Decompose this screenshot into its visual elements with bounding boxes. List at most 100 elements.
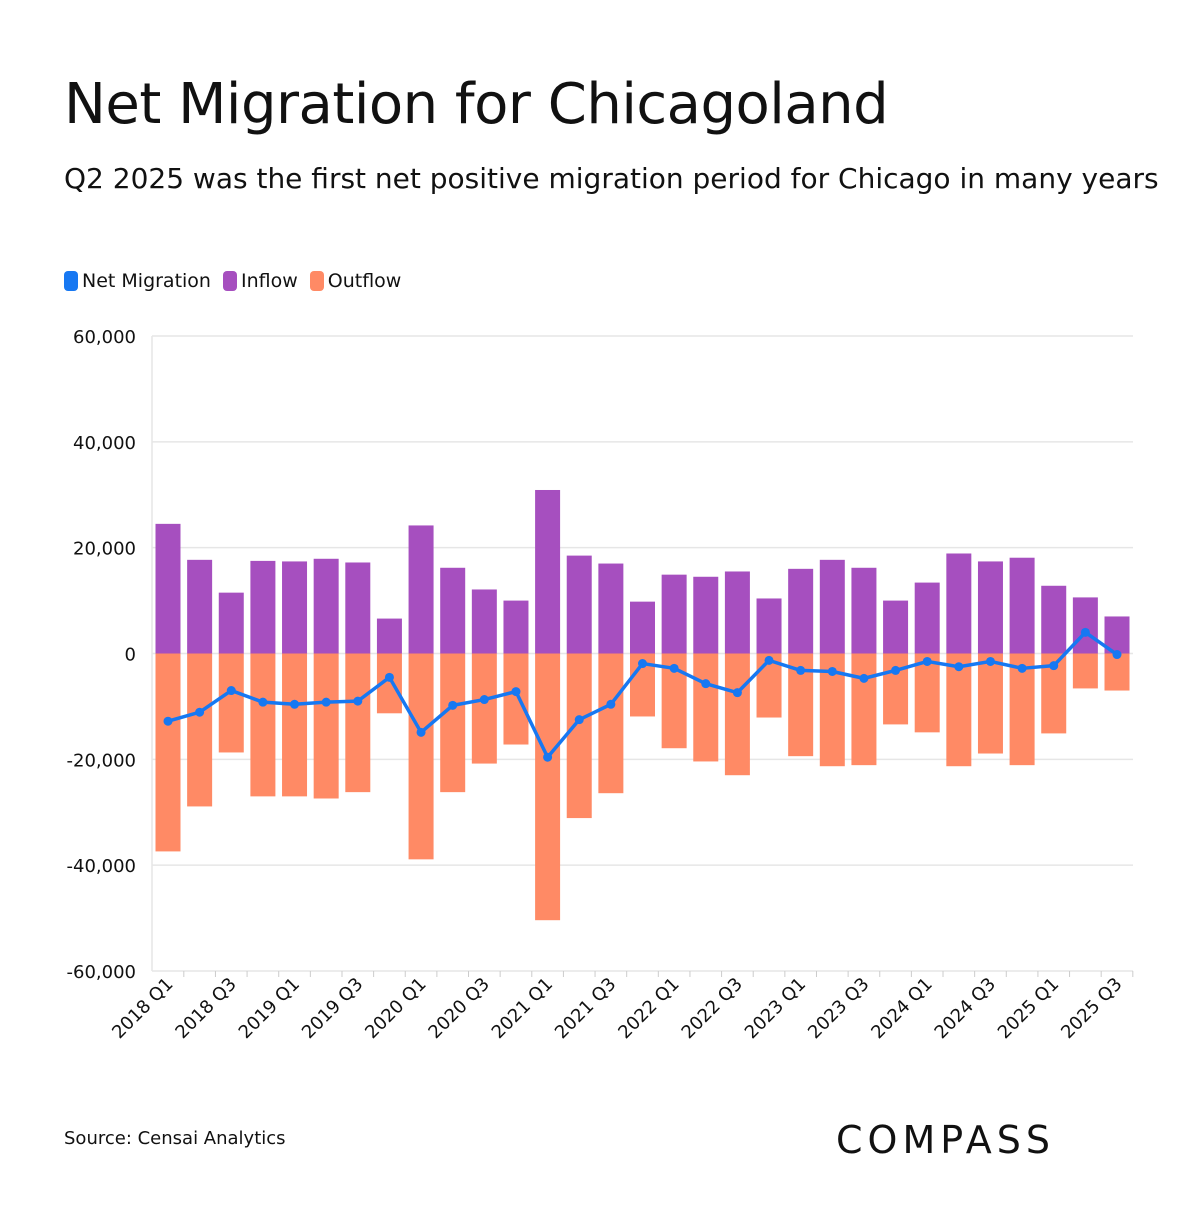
net-migration-point [321, 697, 331, 707]
inflow-bar [819, 559, 845, 654]
inflow-bar [598, 563, 624, 654]
inflow-bar [187, 559, 213, 654]
x-tick-label: 2025 Q3 [1057, 974, 1126, 1043]
y-tick-label: 20,000 [73, 539, 136, 560]
inflow-bar [1041, 585, 1067, 654]
legend-label-net: Net Migration [82, 270, 211, 292]
inflow-bar [977, 561, 1003, 654]
outflow-bar [566, 653, 592, 819]
outflow-bar [503, 653, 529, 745]
x-tick-label: 2020 Q1 [361, 974, 430, 1043]
outflow-bar [282, 653, 308, 797]
chart-title: Net Migration for Chicagoland [64, 72, 889, 137]
net-migration-point [384, 672, 394, 682]
net-migration-point [638, 659, 647, 669]
inflow-bar [1009, 557, 1035, 654]
net-migration-point [669, 663, 679, 673]
x-tick-label: 2024 Q3 [931, 974, 1000, 1043]
net-migration-point [290, 699, 300, 709]
inflow-bar [566, 555, 592, 654]
inflow-bar [535, 489, 561, 654]
inflow-bar [788, 568, 814, 654]
net-migration-point [511, 687, 521, 697]
x-tick-label: 2020 Q3 [424, 974, 493, 1043]
net-migration-point [163, 716, 173, 726]
net-migration-point [479, 695, 489, 705]
inflow-bar [693, 576, 719, 654]
inflow-bar [630, 601, 655, 654]
net-migration-point [954, 662, 964, 672]
x-tick-label: 2021 Q1 [488, 974, 557, 1043]
y-tick-label: -20,000 [67, 750, 136, 771]
inflow-bar [218, 592, 244, 654]
source-note: Source: Censai Analytics [64, 1128, 286, 1149]
chart-subtitle: Q2 2025 was the first net positive migra… [64, 162, 1159, 195]
net-migration-point [543, 752, 553, 762]
inflow-bar [503, 600, 529, 654]
x-tick-label: 2022 Q1 [614, 974, 683, 1043]
net-migration-point [732, 688, 742, 698]
net-migration-point [353, 696, 363, 706]
inflow-bar [250, 560, 276, 654]
outflow-bar [471, 653, 497, 764]
inflow-bar [155, 523, 181, 654]
legend-item-inflow[interactable]: Inflow [222, 270, 298, 292]
outflow-bar [946, 653, 972, 767]
outflow-bar [313, 653, 339, 799]
net-migration-point [985, 656, 995, 666]
outflow-bar [914, 653, 940, 733]
outflow-bar [155, 653, 181, 852]
x-tick-label: 2025 Q1 [994, 974, 1063, 1043]
x-tick-label: 2019 Q3 [298, 974, 367, 1043]
legend-swatch-net [64, 271, 78, 291]
net-migration-point [891, 665, 901, 675]
x-tick-label: 2018 Q1 [108, 974, 177, 1043]
net-migration-point [258, 697, 268, 707]
y-tick-label: -40,000 [67, 856, 136, 877]
x-tick-label: 2019 Q1 [235, 974, 304, 1043]
net-migration-point [416, 727, 426, 737]
outflow-bar [693, 653, 719, 762]
net-migration-point [448, 700, 458, 710]
net-migration-point [796, 665, 806, 675]
inflow-bar [376, 618, 402, 654]
chart-plot: 60,000 40,000 20,000 0 -20,000 -40,000 -60,000… [67, 327, 1134, 1043]
net-migration-point [1112, 650, 1122, 660]
inflow-bar [313, 558, 339, 654]
outflow-bar [408, 653, 434, 860]
legend: Net Migration Inflow Outflow [64, 270, 401, 292]
net-migration-point [859, 673, 869, 683]
y-tick-label: -60,000 [67, 962, 136, 983]
inflow-bar [946, 553, 972, 654]
outflow-bar [440, 653, 466, 793]
net-migration-point [574, 715, 584, 725]
inflow-bar [282, 561, 308, 654]
x-tick-label: 2023 Q1 [741, 974, 810, 1043]
y-tick-label: 60,000 [73, 327, 136, 348]
outflow-bar [187, 653, 213, 807]
outflow-bar [1104, 653, 1130, 691]
inflow-bar [471, 589, 497, 654]
inflow-bar [440, 567, 466, 654]
legend-label-inflow: Inflow [240, 270, 298, 292]
outflow-bar [535, 653, 561, 921]
legend-label-outflow: Outflow [327, 270, 402, 292]
x-tick-label: 2021 Q3 [551, 974, 620, 1043]
inflow-bar [345, 562, 371, 654]
net-migration-point [195, 707, 205, 717]
y-tick-label: 0 [125, 645, 136, 666]
inflow-bar [1072, 597, 1098, 654]
legend-item-outflow[interactable]: Outflow [309, 270, 402, 292]
inflow-bar [661, 574, 687, 654]
x-tick-label: 2022 Q3 [678, 974, 747, 1043]
net-migration-point [1080, 627, 1090, 637]
legend-swatch-inflow [222, 271, 237, 291]
outflow-bar [1072, 653, 1098, 689]
outflow-bar [977, 653, 1003, 754]
net-migration-point [606, 699, 616, 709]
legend-item-net[interactable]: Net Migration [64, 270, 211, 292]
inflow-bar [408, 525, 434, 654]
net-migration-point [701, 679, 711, 689]
net-migration-point [1017, 663, 1027, 673]
compass-logo: COMPASS [836, 1118, 1055, 1162]
